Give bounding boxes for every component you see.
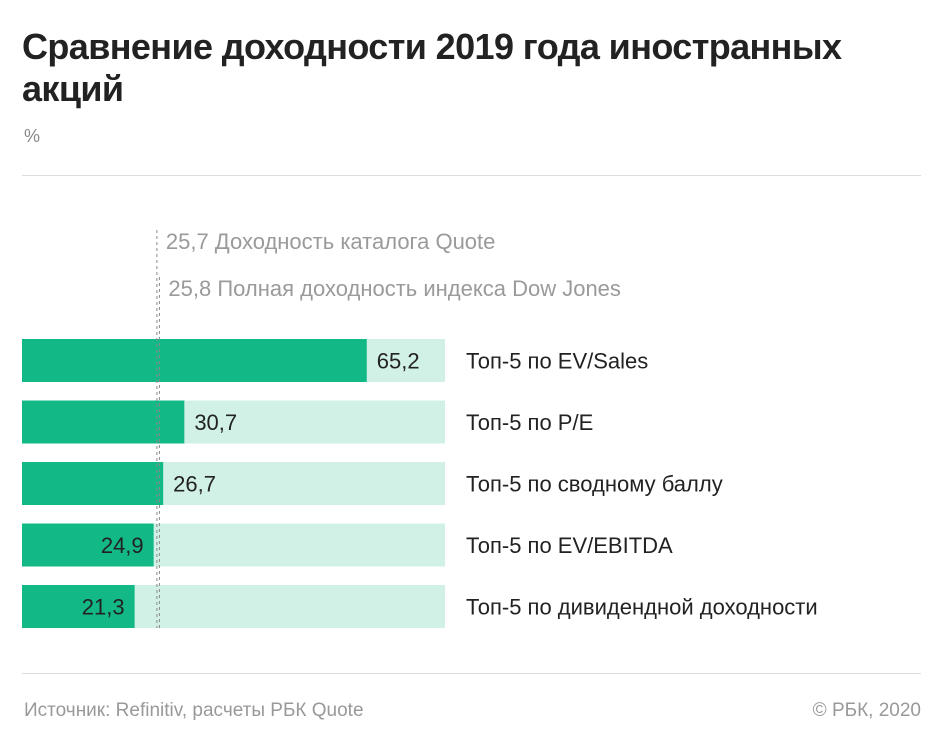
bar — [22, 339, 367, 382]
chart-title: Сравнение доходности 2019 года иностранн… — [22, 26, 842, 109]
reference-label: 25,7 Доходность каталога Quote — [166, 229, 496, 254]
copyright: © РБК, 2020 — [812, 700, 921, 721]
category-label: Топ-5 по дивидендной доходности — [466, 595, 818, 620]
source-note: Источник: Refinitiv, расчеты РБК Quote — [24, 700, 364, 721]
bar-value-label: 30,7 — [194, 410, 237, 435]
bar — [22, 462, 164, 505]
unit-label: % — [24, 126, 41, 146]
category-label: Топ-5 по EV/Sales — [466, 349, 648, 374]
bar — [22, 585, 135, 628]
category-label: Топ-5 по P/E — [466, 410, 593, 435]
bar — [22, 400, 185, 444]
bottom-divider — [22, 673, 921, 674]
category-label: Топ-5 по EV/EBITDA — [466, 533, 673, 558]
bar-value-label: 24,9 — [101, 533, 144, 558]
bar-value-label: 65,2 — [377, 349, 420, 374]
bar-value-label: 26,7 — [173, 472, 216, 497]
bar-value-label: 21,3 — [82, 595, 125, 620]
bar — [22, 523, 154, 567]
top-divider — [22, 175, 921, 176]
category-label: Топ-5 по сводному баллу — [466, 472, 723, 497]
reference-label: 25,8 Полная доходность индекса Dow Jones — [168, 276, 621, 301]
